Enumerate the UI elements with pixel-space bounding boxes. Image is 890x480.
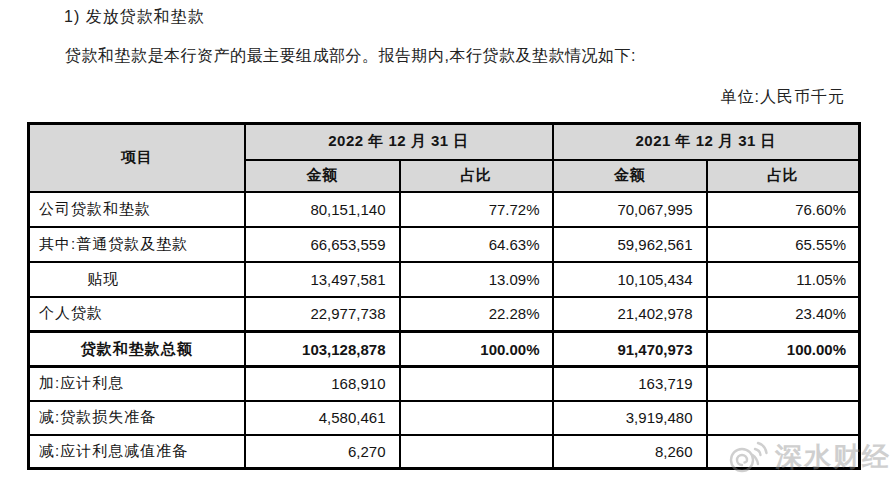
column-header-ratio-2022: 占比 [400,160,553,192]
amount-2021: 21,402,978 [553,297,707,332]
row-label: 公司贷款和垫款 [29,192,245,227]
row-label: 减:贷款损失准备 [29,401,245,435]
amount-2021: 163,719 [553,367,707,401]
column-header-amount-2021: 金额 [553,160,707,192]
amount-2022: 4,580,461 [245,401,400,435]
intro-paragraph: 贷款和垫款是本行资产的最主要组成部分。报告期内,本行贷款及垫款情况如下: [65,46,636,67]
amount-2021: 59,962,561 [553,227,707,262]
amount-2021: 3,919,480 [553,401,707,435]
amount-2022: 168,910 [245,367,400,401]
row-label: 加:应计利息 [29,367,245,401]
table-row-interest-impairment-provision: 减:应计利息减值准备 6,270 8,260 [29,435,860,469]
unit-label: 单位:人民币千元 [721,87,845,108]
ratio-2022 [400,435,553,469]
row-label: 贴现 [29,262,245,297]
row-label: 减:应计利息减值准备 [29,435,245,469]
row-label: 贷款和垫款总额 [29,332,245,367]
ratio-2021: 76.60% [707,192,860,227]
ratio-2021: 11.05% [707,262,860,297]
row-label: 其中:普通贷款及垫款 [29,227,245,262]
ratio-2022: 13.09% [400,262,553,297]
table-row-total-loans: 贷款和垫款总额 103,128,878 100.00% 91,470,973 1… [29,332,860,367]
table-row-accrued-interest: 加:应计利息 168,910 163,719 [29,367,860,401]
ratio-2021 [707,367,860,401]
amount-2022: 6,270 [245,435,400,469]
ratio-2022: 22.28% [400,297,553,332]
ratio-2021: 23.40% [707,297,860,332]
table-header-period-row: 项目 2022 年 12 月 31 日 2021 年 12 月 31 日 [29,124,860,160]
amount-2021: 91,470,973 [553,332,707,367]
ratio-2021 [707,435,860,469]
loans-and-advances-table: 项目 2022 年 12 月 31 日 2021 年 12 月 31 日 金额 … [27,122,861,470]
table-row-discounted-bills: 贴现 13,497,581 13.09% 10,105,434 11.05% [29,262,860,297]
amount-2022: 80,151,140 [245,192,400,227]
ratio-2022: 64.63% [400,227,553,262]
column-header-amount-2022: 金额 [245,160,400,192]
amount-2021: 70,067,995 [553,192,707,227]
ratio-2022: 77.72% [400,192,553,227]
table-row-loan-loss-provision: 减:贷款损失准备 4,580,461 3,919,480 [29,401,860,435]
ratio-2021: 65.55% [707,227,860,262]
table-row-ordinary-loans: 其中:普通贷款及垫款 66,653,559 64.63% 59,962,561 … [29,227,860,262]
column-header-item: 项目 [29,124,245,192]
table-row-corporate-loans: 公司贷款和垫款 80,151,140 77.72% 70,067,995 76.… [29,192,860,227]
amount-2022: 103,128,878 [245,332,400,367]
amount-2021: 8,260 [553,435,707,469]
section-heading: 1) 发放贷款和垫款 [64,7,205,28]
amount-2022: 13,497,581 [245,262,400,297]
amount-2022: 22,977,738 [245,297,400,332]
ratio-2021: 100.00% [707,332,860,367]
amount-2021: 10,105,434 [553,262,707,297]
column-header-period-2021: 2021 年 12 月 31 日 [553,124,860,160]
column-header-ratio-2021: 占比 [707,160,860,192]
ratio-2022 [400,401,553,435]
amount-2022: 66,653,559 [245,227,400,262]
ratio-2022: 100.00% [400,332,553,367]
ratio-2021 [707,401,860,435]
table-row-personal-loans: 个人贷款 22,977,738 22.28% 21,402,978 23.40% [29,297,860,332]
ratio-2022 [400,367,553,401]
row-label: 个人贷款 [29,297,245,332]
report-page: 1) 发放贷款和垫款 贷款和垫款是本行资产的最主要组成部分。报告期内,本行贷款及… [0,0,890,480]
column-header-period-2022: 2022 年 12 月 31 日 [245,124,553,160]
